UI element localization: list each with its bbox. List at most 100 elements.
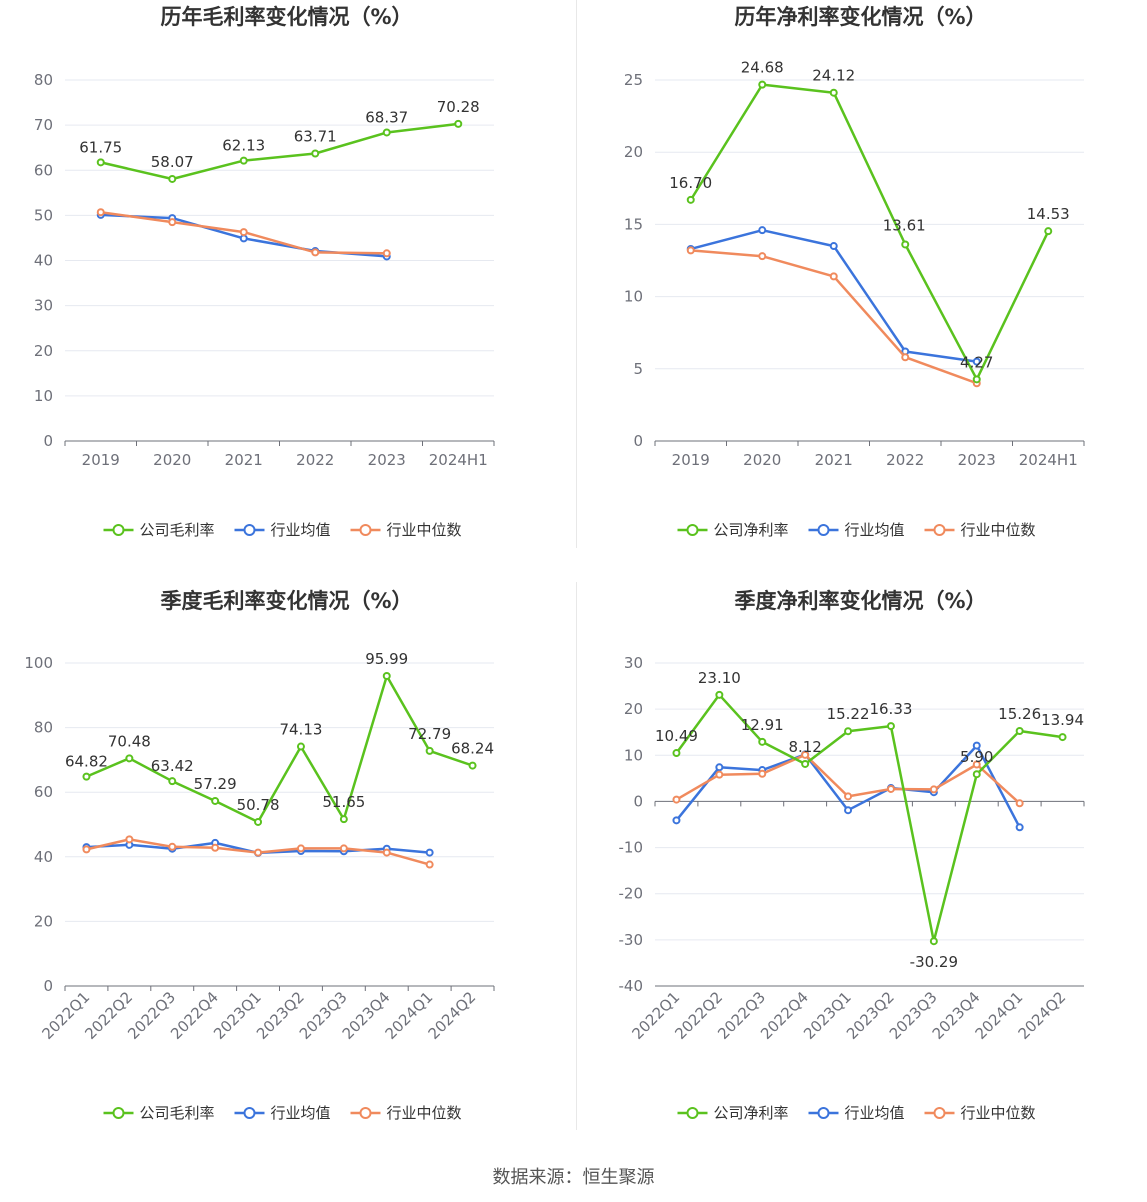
- x-tick-label: 2024H1: [1019, 451, 1078, 469]
- data-point-industry_median: [886, 784, 895, 793]
- y-tick-label: 60: [34, 783, 53, 801]
- data-label: 62.13: [222, 137, 265, 155]
- data-point-company: [168, 174, 177, 183]
- data-point-industry_median: [686, 246, 695, 255]
- legend-marker: [817, 524, 830, 536]
- y-tick-label: 25: [624, 71, 643, 89]
- data-point-industry_median: [972, 760, 981, 769]
- data-point-industry_avg: [715, 763, 724, 772]
- legend-item-industry_avg: 行业均值: [234, 521, 331, 539]
- data-point-company: [715, 690, 724, 699]
- y-tick-label: -10: [619, 839, 644, 857]
- chart-title: 季度净利率变化情况（%）: [734, 589, 986, 613]
- chart-panel-annual-gross: 历年毛利率变化情况（%） 0 10 20 30 40 50 60 70 80 2019 2020 202…: [0, 0, 573, 580]
- y-tick-label: 30: [624, 654, 643, 672]
- data-point-company: [382, 671, 391, 680]
- legend-label: 公司净利率: [714, 521, 789, 539]
- y-tick-label: 0: [43, 977, 53, 995]
- data-point-company: [82, 772, 91, 781]
- series-line-company: [100, 122, 459, 181]
- data-label: 95.99: [365, 650, 408, 668]
- data-point-company: [758, 737, 767, 746]
- y-tick-label: 20: [624, 700, 643, 718]
- y-tick-label: 60: [34, 161, 53, 179]
- data-point-company: [886, 722, 895, 731]
- legend-marker: [112, 1107, 125, 1119]
- data-label: 4.27: [960, 353, 993, 371]
- y-tick-label: -30: [619, 931, 644, 949]
- legend-marker: [359, 524, 372, 536]
- data-point-industry_median: [96, 208, 105, 217]
- legend-marker: [359, 1107, 372, 1119]
- legend-label: 公司净利率: [714, 1104, 789, 1122]
- legend-label: 行业均值: [845, 521, 905, 539]
- x-tick-label: 2020: [153, 451, 191, 469]
- data-label: 70.48: [108, 732, 151, 750]
- data-point-company: [1015, 727, 1024, 736]
- legend-marker: [243, 1107, 256, 1119]
- data-label: 23.10: [698, 669, 741, 687]
- data-point-company: [168, 777, 177, 786]
- data-point-company: [454, 119, 463, 128]
- chart-quarterly-gross: 季度毛利率变化情况（%）0204060801002022Q12022Q22022…: [24, 589, 495, 1122]
- x-tick-label: 2019: [672, 451, 710, 469]
- legend-label: 公司毛利率: [140, 1104, 215, 1122]
- y-tick-label: 10: [624, 288, 643, 306]
- data-point-company: [296, 742, 305, 751]
- x-tick-label: 2023: [958, 451, 996, 469]
- legend-label: 行业中位数: [961, 1104, 1036, 1122]
- data-label: 24.68: [741, 59, 784, 77]
- legend-item-industry_median: 行业中位数: [350, 1104, 462, 1122]
- legend-item-company: 公司净利率: [677, 1104, 789, 1122]
- series-line-company: [675, 693, 1063, 943]
- data-point-industry_median: [211, 843, 220, 852]
- series-line-company: [689, 83, 1050, 381]
- data-point-company: [672, 749, 681, 758]
- data-label: 64.82: [65, 753, 108, 771]
- y-tick-label: 15: [624, 215, 643, 233]
- legend-label: 行业均值: [271, 1104, 331, 1122]
- legend-marker: [817, 1107, 830, 1119]
- y-tick-label: 10: [34, 387, 53, 405]
- data-point-industry_avg: [239, 234, 248, 243]
- legend-item-company: 公司毛利率: [103, 521, 215, 539]
- data-label: 74.13: [279, 721, 322, 739]
- y-tick-label: 70: [34, 116, 53, 134]
- legend-item-industry_median: 行业中位数: [924, 521, 1036, 539]
- data-point-industry_median: [125, 835, 134, 844]
- data-point-company: [311, 149, 320, 158]
- data-point-industry_median: [168, 218, 177, 227]
- y-tick-label: 5: [633, 360, 643, 378]
- data-point-company: [972, 375, 981, 384]
- data-point-industry_avg: [758, 226, 767, 235]
- legend-item-industry_median: 行业中位数: [350, 521, 462, 539]
- data-label: -30.29: [910, 953, 958, 971]
- vertical-divider-bottom: [576, 582, 577, 1130]
- y-tick-label: 80: [34, 719, 53, 737]
- data-point-industry_median: [1015, 799, 1024, 808]
- data-point-company: [239, 156, 248, 165]
- legend-item-industry_avg: 行业均值: [808, 1104, 905, 1122]
- data-point-company: [125, 754, 134, 763]
- legend-marker: [243, 524, 256, 536]
- data-label: 10.49: [655, 727, 698, 745]
- data-label: 8.12: [788, 738, 821, 756]
- data-point-industry_avg: [1015, 823, 1024, 832]
- data-label: 15.26: [998, 705, 1041, 723]
- x-tick-label: 2023: [368, 451, 406, 469]
- chart-annual-gross: 历年毛利率变化情况（%） 0 10 20 30 40 50 60 70 80 2019 2020 202…: [34, 5, 495, 539]
- data-point-industry_median: [311, 248, 320, 257]
- legend-item-company: 公司毛利率: [103, 1104, 215, 1122]
- data-label: 13.94: [1041, 711, 1084, 729]
- y-tick-label: 0: [633, 432, 643, 450]
- y-tick-label: 0: [633, 792, 643, 810]
- legend-item-industry_avg: 行业均值: [808, 521, 905, 539]
- data-point-industry_median: [758, 252, 767, 261]
- data-point-company: [254, 817, 263, 826]
- legend-marker: [686, 1107, 699, 1119]
- data-point-company: [1058, 733, 1067, 742]
- x-tick-label: 2021: [815, 451, 853, 469]
- x-tick-label: 2020: [743, 451, 781, 469]
- series-line-industry_median: [690, 249, 978, 385]
- chart-annual-net: 历年净利率变化情况（%） 0 5 10 15 20 25 2019 2020 2021 2022 20…: [624, 5, 1085, 539]
